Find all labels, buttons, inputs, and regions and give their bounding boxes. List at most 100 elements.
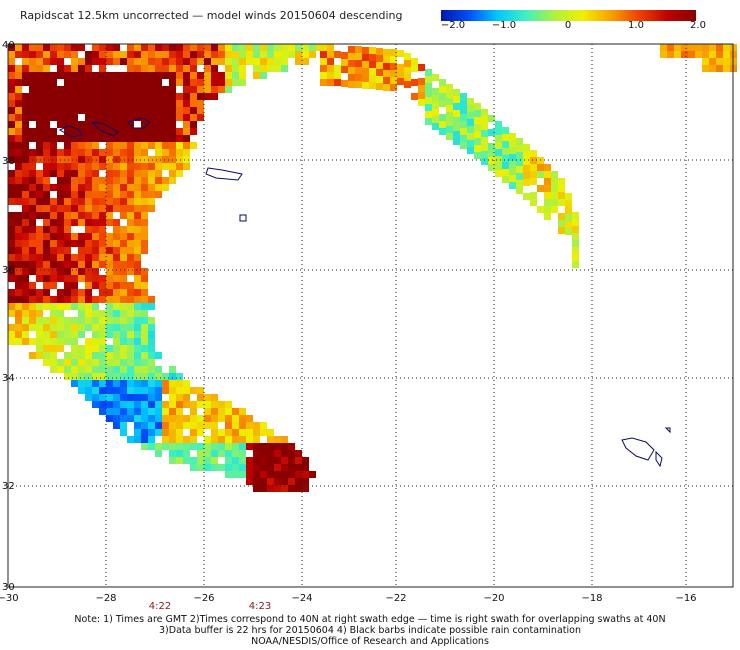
wind-cell bbox=[78, 254, 85, 261]
wind-cell bbox=[99, 72, 106, 79]
wind-cell bbox=[253, 457, 260, 464]
wind-cell bbox=[369, 54, 376, 61]
wind-cell bbox=[106, 289, 113, 296]
wind-cell bbox=[127, 254, 134, 261]
wind-cell bbox=[383, 84, 390, 91]
wind-cell bbox=[190, 429, 197, 436]
coastline bbox=[621, 437, 655, 461]
wind-cell bbox=[8, 107, 15, 114]
wind-cell bbox=[57, 58, 64, 65]
wind-cell bbox=[302, 58, 309, 65]
wind-cell bbox=[141, 184, 148, 191]
wind-cell bbox=[218, 79, 225, 86]
wind-cell bbox=[99, 86, 106, 93]
wind-cell bbox=[334, 72, 341, 79]
wind-cell bbox=[418, 99, 425, 106]
wind-cell bbox=[64, 72, 71, 79]
wind-cell bbox=[169, 135, 176, 142]
wind-cell bbox=[260, 429, 267, 436]
wind-cell bbox=[162, 177, 169, 184]
wind-cell bbox=[155, 58, 162, 65]
wind-cell bbox=[176, 380, 183, 387]
wind-cell bbox=[709, 51, 716, 58]
wind-cell bbox=[8, 142, 15, 149]
wind-cell bbox=[246, 51, 253, 58]
wind-cell bbox=[572, 261, 579, 268]
wind-cell bbox=[162, 408, 169, 415]
wind-cell bbox=[558, 220, 565, 227]
wind-cell bbox=[92, 107, 99, 114]
wind-cell bbox=[78, 296, 85, 303]
wind-cell bbox=[141, 170, 148, 177]
wind-cell bbox=[57, 289, 64, 296]
wind-cell bbox=[467, 147, 474, 154]
wind-cell bbox=[8, 177, 15, 184]
wind-cell bbox=[78, 247, 85, 254]
wind-cell bbox=[113, 86, 120, 93]
wind-cell bbox=[15, 142, 22, 149]
wind-cell bbox=[190, 142, 197, 149]
wind-cell bbox=[78, 352, 85, 359]
wind-cell bbox=[148, 177, 155, 184]
wind-cell bbox=[572, 247, 579, 254]
wind-cell bbox=[113, 373, 120, 380]
wind-cell bbox=[120, 226, 127, 233]
wind-cell bbox=[8, 254, 15, 261]
wind-cell bbox=[341, 59, 348, 66]
x-tick-label: −28 bbox=[95, 593, 116, 604]
wind-cell bbox=[99, 156, 106, 163]
wind-cell bbox=[155, 128, 162, 135]
wind-cell bbox=[190, 51, 197, 58]
wind-cell bbox=[113, 198, 120, 205]
wind-cell bbox=[8, 303, 15, 310]
x-tick-label: −18 bbox=[581, 593, 602, 604]
wind-cell bbox=[176, 450, 183, 457]
wind-cell bbox=[78, 205, 85, 212]
wind-cell bbox=[148, 387, 155, 394]
wind-cell bbox=[688, 51, 695, 58]
wind-cell bbox=[50, 142, 57, 149]
wind-cell bbox=[225, 422, 232, 429]
wind-cell bbox=[467, 126, 474, 133]
wind-cell bbox=[106, 205, 113, 212]
wind-cell bbox=[71, 86, 78, 93]
wind-cell bbox=[183, 107, 190, 114]
wind-cell bbox=[418, 64, 425, 71]
wind-cell bbox=[183, 86, 190, 93]
wind-cell bbox=[78, 58, 85, 65]
wind-cell bbox=[29, 296, 36, 303]
wind-cell bbox=[113, 191, 120, 198]
wind-cell bbox=[106, 317, 113, 324]
wind-cell bbox=[99, 149, 106, 156]
wind-cell bbox=[176, 93, 183, 100]
wind-cell bbox=[134, 240, 141, 247]
wind-cell bbox=[57, 254, 64, 261]
wind-cell bbox=[92, 352, 99, 359]
wind-cell bbox=[169, 114, 176, 121]
wind-cell bbox=[64, 338, 71, 345]
wind-cell bbox=[148, 170, 155, 177]
wind-cell bbox=[92, 324, 99, 331]
wind-cell bbox=[64, 51, 71, 58]
wind-cell bbox=[92, 331, 99, 338]
wind-cell bbox=[106, 247, 113, 254]
wind-cell bbox=[155, 429, 162, 436]
wind-cell bbox=[141, 121, 148, 128]
wind-cell bbox=[106, 170, 113, 177]
wind-cell bbox=[8, 51, 15, 58]
wind-cell bbox=[197, 443, 204, 450]
wind-cell bbox=[162, 163, 169, 170]
wind-cell bbox=[211, 86, 218, 93]
wind-cell bbox=[488, 115, 495, 122]
wind-cell bbox=[162, 86, 169, 93]
wind-cell bbox=[85, 282, 92, 289]
wind-cell bbox=[446, 84, 453, 91]
wind-cell bbox=[509, 182, 516, 189]
wind-cell bbox=[169, 401, 176, 408]
wind-cell bbox=[148, 373, 155, 380]
wind-cell bbox=[78, 121, 85, 128]
wind-cell bbox=[120, 149, 127, 156]
wind-cell bbox=[113, 44, 120, 51]
wind-cell bbox=[218, 44, 225, 51]
wind-cell bbox=[169, 387, 176, 394]
